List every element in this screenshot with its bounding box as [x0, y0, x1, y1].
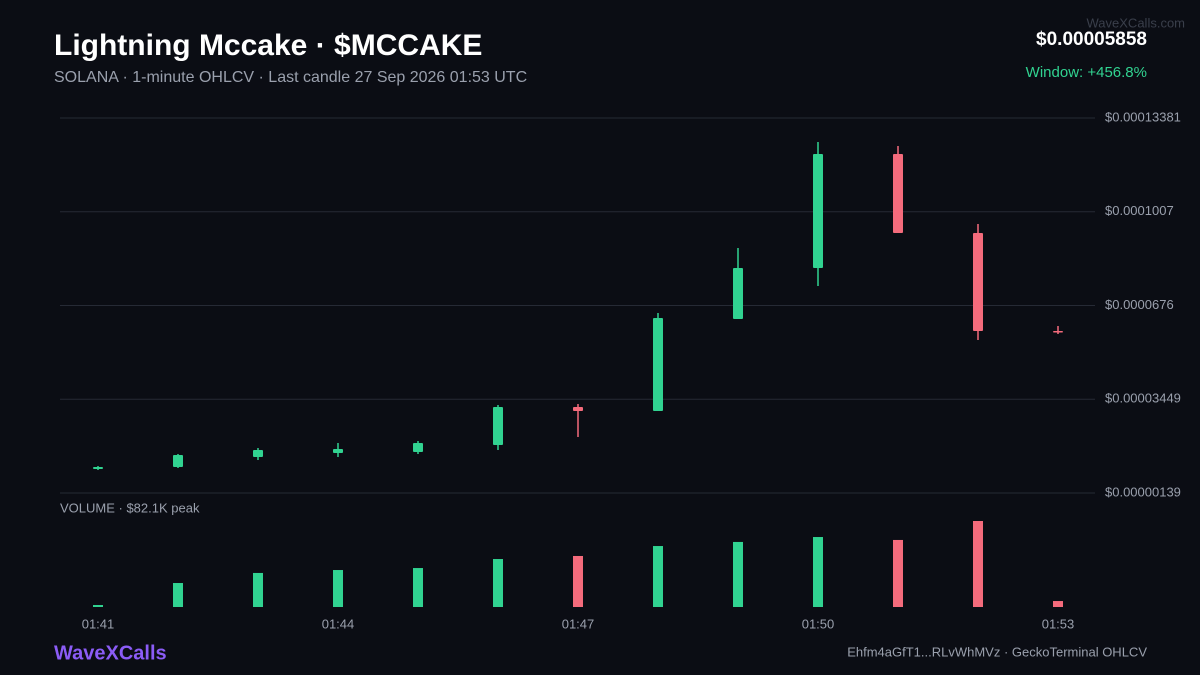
- x-tick-label: 01:50: [802, 616, 835, 631]
- candle-body: [893, 153, 903, 234]
- y-tick-label: $0.00013381: [1105, 109, 1181, 124]
- x-tick-label: 01:41: [82, 616, 115, 631]
- candle-body: [173, 454, 183, 468]
- change: Window: +456.8%: [1026, 64, 1147, 81]
- volume-bar: [733, 541, 743, 607]
- candle-body: [653, 317, 663, 411]
- volume-bar: [813, 537, 823, 607]
- volume-bar: [973, 521, 983, 607]
- y-tick-label: $0.0001007: [1105, 203, 1174, 218]
- candle-body: [413, 442, 423, 452]
- footer: Ehfm4aGfT1...RLvWhMVz · GeckoTerminal OH…: [847, 644, 1147, 659]
- brand: WaveXCalls: [54, 642, 167, 664]
- volume-bar: [413, 568, 423, 607]
- chart-title: Lightning Mccake · $MCCAKE: [54, 29, 482, 62]
- x-tick-label: 01:47: [562, 616, 595, 631]
- chart-subtitle: SOLANA · 1-minute OHLCV · Last candle 27…: [54, 69, 527, 86]
- volume-label: VOLUME · $82.1K peak: [60, 500, 200, 515]
- volume-bar: [173, 583, 183, 607]
- volume-bar: [573, 555, 583, 607]
- candle-body: [253, 450, 263, 458]
- watermark: WaveXCalls.com: [1087, 15, 1185, 30]
- volume-bar: [253, 572, 263, 607]
- volume-bar: [493, 559, 503, 607]
- candle-body: [813, 153, 823, 269]
- y-tick-label: $0.00003449: [1105, 391, 1181, 406]
- volume-bar: [653, 546, 663, 607]
- candle-body: [573, 406, 583, 411]
- x-tick-label: 01:53: [1042, 616, 1075, 631]
- candle-body: [333, 448, 343, 454]
- candle-body: [733, 268, 743, 320]
- x-tick-label: 01:44: [322, 616, 355, 631]
- volume-bar: [893, 539, 903, 607]
- y-tick-label: $0.00000139: [1105, 484, 1181, 499]
- volume-bar: [333, 570, 343, 607]
- candle-body: [973, 233, 983, 331]
- candle-body: [493, 406, 503, 445]
- volume-bar: [93, 605, 103, 607]
- candle-body: [93, 467, 103, 470]
- volume-bar: [1053, 601, 1063, 607]
- candle-body: [1053, 330, 1063, 333]
- y-tick-label: $0.0000676: [1105, 297, 1174, 312]
- price: $0.00005858: [1036, 29, 1147, 50]
